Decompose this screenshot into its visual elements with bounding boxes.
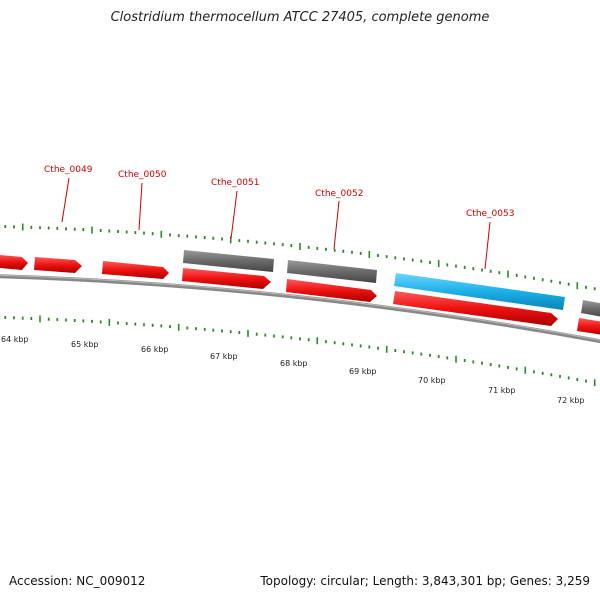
gene-label-cthe-0052[interactable]: Cthe_0052 — [315, 189, 363, 199]
accession-label: Accession: NC_009012 — [9, 574, 146, 588]
gene-arrow-cthe-0053[interactable] — [393, 291, 558, 326]
kbp-label-70: 70 kbp — [418, 376, 446, 385]
gene-arrow-cthe-0051[interactable] — [182, 268, 271, 289]
kbp-label-66: 66 kbp — [141, 345, 169, 354]
upper-tick-track — [4, 223, 596, 291]
gene-arrow-right-partial[interactable] — [577, 318, 600, 336]
gene-label-cthe-0050[interactable]: Cthe_0050 — [118, 170, 167, 180]
gene-cthe-0052-block[interactable] — [287, 260, 377, 283]
gene-cthe-0051-block[interactable] — [183, 250, 274, 272]
kbp-label-67: 67 kbp — [210, 352, 238, 361]
forward-strand-genes — [0, 254, 600, 336]
reverse-strand-genes — [183, 250, 600, 318]
kbp-label-64: 64 kbp — [1, 335, 29, 344]
gene-label-leaders — [61, 177, 491, 270]
gene-label-cthe-0053[interactable]: Cthe_0053 — [466, 209, 514, 219]
kbp-label-69: 69 kbp — [349, 367, 377, 376]
genome-backbone — [0, 274, 600, 344]
gene-labels: Cthe_0049 Cthe_0050 Cthe_0051 Cthe_0052 … — [44, 165, 514, 219]
kbp-label-68: 68 kbp — [280, 359, 308, 368]
gene-arrow-cthe-0049[interactable] — [34, 257, 82, 273]
gene-label-cthe-0051[interactable]: Cthe_0051 — [211, 178, 259, 188]
kbp-label-71: 71 kbp — [488, 386, 516, 395]
genome-summary: Topology: circular; Length: 3,843,301 bp… — [260, 574, 590, 588]
map-title: Clostridium thermocellum ATCC 27405, com… — [110, 10, 490, 25]
gene-arrow-cthe-0052[interactable] — [286, 279, 377, 302]
kbp-label-72: 72 kbp — [557, 396, 585, 405]
kbp-label-65: 65 kbp — [71, 340, 99, 349]
kbp-labels: 64 kbp 65 kbp 66 kbp 67 kbp 68 kbp 69 kb… — [1, 335, 585, 405]
lower-tick-track — [4, 315, 596, 387]
gene-arrow-left-partial[interactable] — [0, 254, 28, 270]
gene-cthe-0053-block[interactable] — [394, 273, 565, 310]
gene-partial-right-block[interactable] — [581, 300, 600, 318]
gene-label-cthe-0049[interactable]: Cthe_0049 — [44, 165, 93, 175]
gene-arrow-cthe-0050[interactable] — [102, 261, 169, 279]
